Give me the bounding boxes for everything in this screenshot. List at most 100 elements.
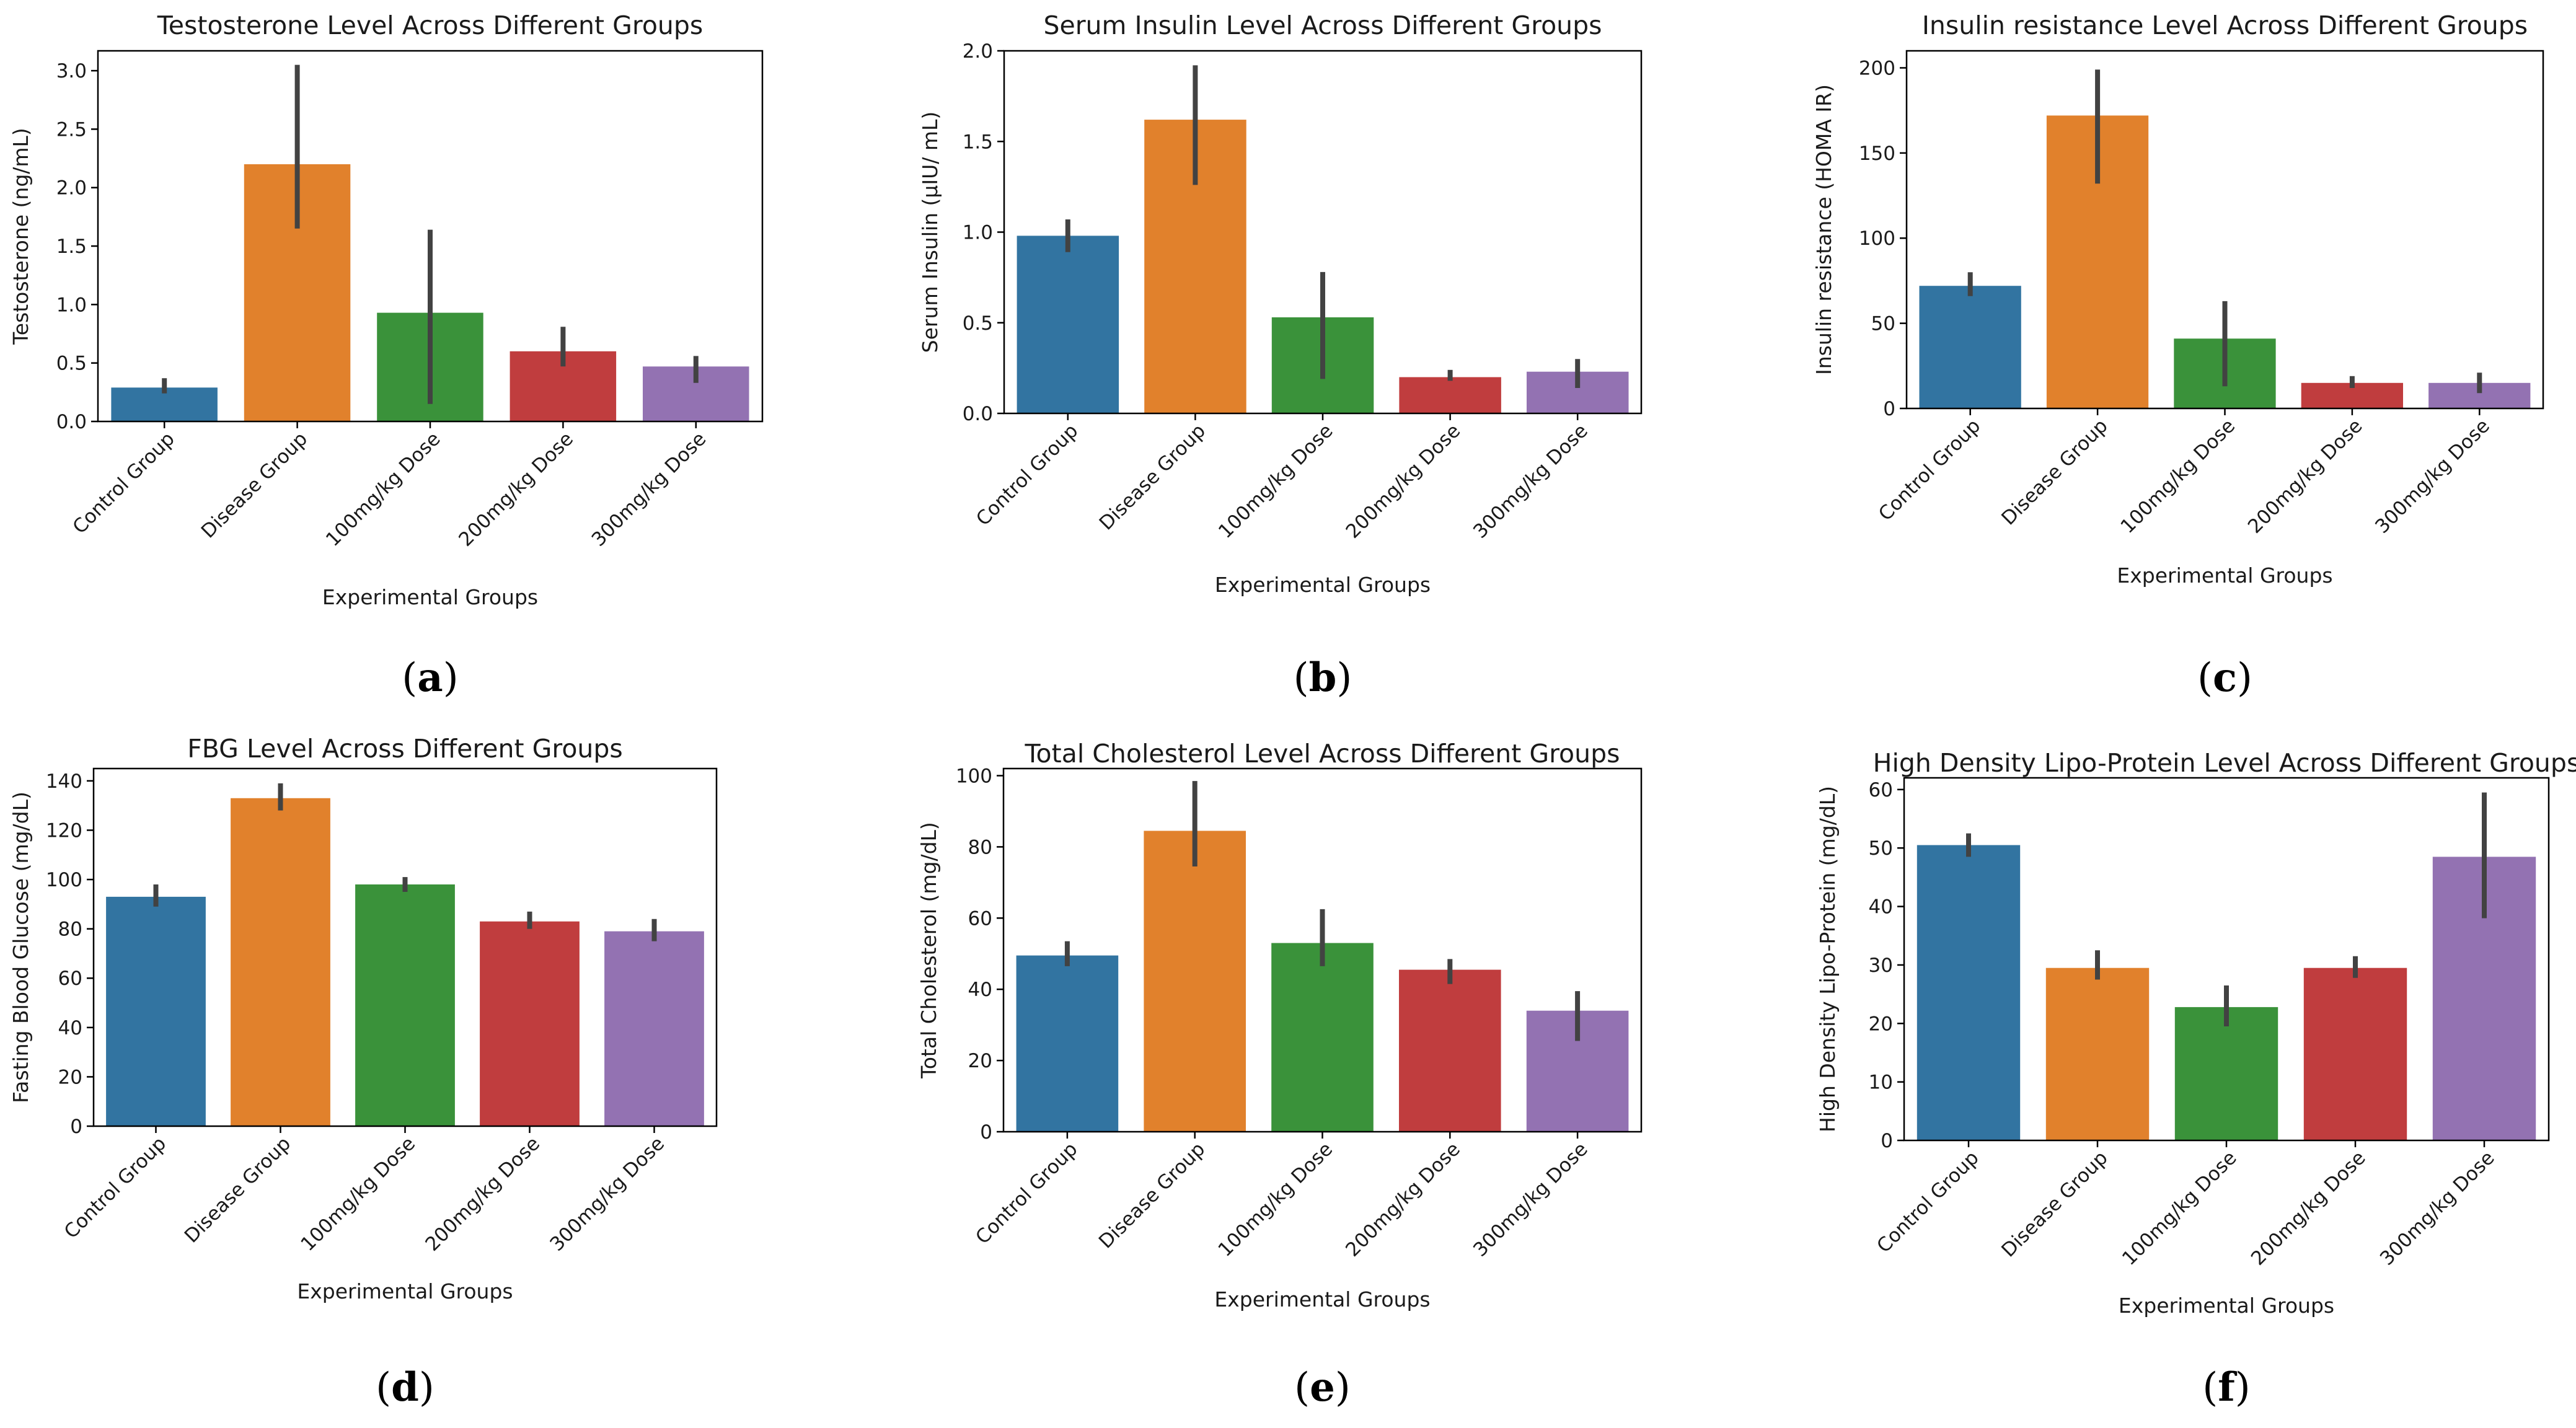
chart-b: 0.0 0.5 1.0 1.5 2.0 Control Group Disease Grou… [918,11,1643,701]
x-tick-label: Disease Group [1997,1147,2112,1261]
panel-label: (d) [376,1364,434,1411]
y-tick-label: 60 [1869,779,1893,801]
y-tick-label: 0.0 [56,411,87,433]
chart-d: 0 20 40 60 80 100 120 140 Control Group Disease G… [9,734,718,1411]
y-tick-label: 1.0 [963,222,993,244]
y-tick-label: 2.0 [56,177,87,200]
bar-0 [1917,845,2021,1140]
bar-2 [355,884,455,1126]
chart-title: FBG Level Across Different Groups [187,734,623,764]
y-tick-label: 0 [1881,1130,1893,1152]
x-tick-label: 100mg/kg Dose [1214,420,1338,543]
y-tick-label: 140 [46,770,82,793]
y-tick-label: 20 [968,1050,992,1072]
y-tick-label: 1.5 [56,236,87,258]
bar-0 [1017,236,1119,413]
y-tick-label: 80 [968,836,992,858]
chart-title: Serum Insulin Level Across Different Gro… [1043,11,1602,40]
y-tick-label: 0.5 [56,353,87,375]
x-tick-label: 200mg/kg Dose [454,428,578,551]
y-tick-label: 10 [1869,1072,1893,1094]
y-tick-label: 20 [1869,1013,1893,1035]
y-tick-label: 2.0 [963,40,993,63]
chart-title: Insulin resistance Level Across Differen… [1922,11,2528,40]
x-axis-label: Experimental Groups [322,585,538,609]
y-tick-label: 60 [968,907,992,930]
x-axis-label: Experimental Groups [2119,1294,2334,1318]
chart-e: 0 20 40 60 80 100 Control Group Disease Group 10… [917,739,1643,1411]
bar-2 [1271,943,1374,1132]
y-tick-label: 0 [1883,398,1895,420]
x-tick-label: 200mg/kg Dose [421,1132,544,1256]
x-tick-label: 100mg/kg Dose [1214,1138,1337,1261]
panel-label: (b) [1294,654,1352,701]
y-tick-label: 60 [58,967,82,990]
y-tick-label: 120 [46,819,82,842]
y-tick-label: 0 [980,1121,992,1144]
bar-3 [1399,377,1501,413]
chart-a: 0.0 0.5 1.0 1.5 2.0 2.5 3.0 Control Group Diseas… [9,11,764,701]
x-tick-label: Disease Group [1095,1138,1209,1253]
x-tick-label: Control Group [1872,1147,1983,1257]
chart-title: Testosterone Level Across Different Grou… [157,11,704,40]
x-axis-label: Experimental Groups [2117,563,2332,588]
bar-4 [604,931,704,1126]
y-tick-label: 100 [46,869,82,891]
y-tick-label: 40 [968,979,992,1001]
y-tick-label: 1.0 [56,294,87,316]
y-axis-label: High Density Lipo-Protein (mg/dL) [1815,786,1840,1132]
chart-title: Total Cholesterol Level Across Different… [1024,739,1620,769]
y-tick-label: 30 [1869,954,1893,977]
x-tick-label: 200mg/kg Dose [2247,1147,2370,1270]
y-axis-label: Serum Insulin (μIU/ mL) [918,112,942,353]
y-axis-label: Insulin resistance (HOMA IR) [1812,84,1836,375]
y-tick-label: 0 [70,1116,82,1138]
x-tick-label: 200mg/kg Dose [1341,1138,1465,1261]
y-tick-label: 40 [1869,896,1893,919]
y-tick-label: 0.5 [963,312,993,335]
y-axis-label: Testosterone (ng/mL) [9,128,33,345]
x-axis-label: Experimental Groups [1215,573,1431,597]
chart-c: 0 50 100 150 200 Control Group Disease Group 10… [1812,11,2544,701]
bar-3 [480,921,580,1126]
x-tick-label: 100mg/kg Dose [2116,415,2239,538]
chart-f: 0 10 20 30 40 50 60 Control Group Disease Group 1… [1815,748,2576,1411]
y-tick-label: 200 [1859,57,1895,79]
x-tick-label: 100mg/kg Dose [296,1132,420,1256]
y-tick-label: 80 [58,919,82,941]
x-tick-label: Control Group [1874,415,1985,525]
y-tick-label: 1.5 [963,131,993,153]
y-tick-label: 150 [1859,143,1895,165]
x-tick-label: 100mg/kg Dose [322,428,445,551]
y-tick-label: 20 [58,1066,82,1088]
bar-2 [2174,1007,2278,1140]
y-tick-label: 100 [956,765,992,787]
x-tick-label: 300mg/kg Dose [1469,1138,1592,1261]
x-tick-label: Control Group [971,1138,1082,1248]
x-axis-label: Experimental Groups [1214,1287,1430,1311]
y-tick-label: 100 [1859,227,1895,250]
x-tick-label: 200mg/kg Dose [2244,415,2367,538]
x-tick-label: 300mg/kg Dose [1469,420,1592,543]
x-tick-label: 300mg/kg Dose [588,428,711,551]
x-tick-label: Disease Group [197,428,312,542]
y-tick-label: 2.5 [56,118,87,141]
y-tick-label: 50 [1871,313,1895,335]
chart-title: High Density Lipo-Protein Level Across D… [1873,748,2576,778]
x-tick-label: 300mg/kg Dose [2371,415,2494,538]
x-tick-label: Control Group [972,420,1082,530]
bar-3 [1399,969,1501,1132]
y-tick-label: 3.0 [56,60,87,82]
panel-label: (a) [402,654,458,701]
bar-1 [231,798,330,1126]
y-tick-label: 0.0 [963,403,993,425]
y-tick-label: 40 [58,1017,82,1039]
y-axis-label: Total Cholesterol (mg/dL) [917,822,941,1079]
bar-0 [1016,955,1119,1132]
bar-0 [1919,286,2021,408]
bar-3 [2303,967,2407,1140]
x-tick-label: 100mg/kg Dose [2118,1147,2241,1270]
y-axis-label: Fasting Blood Glucose (mg/dL) [9,791,33,1103]
x-tick-label: Disease Group [180,1132,295,1247]
